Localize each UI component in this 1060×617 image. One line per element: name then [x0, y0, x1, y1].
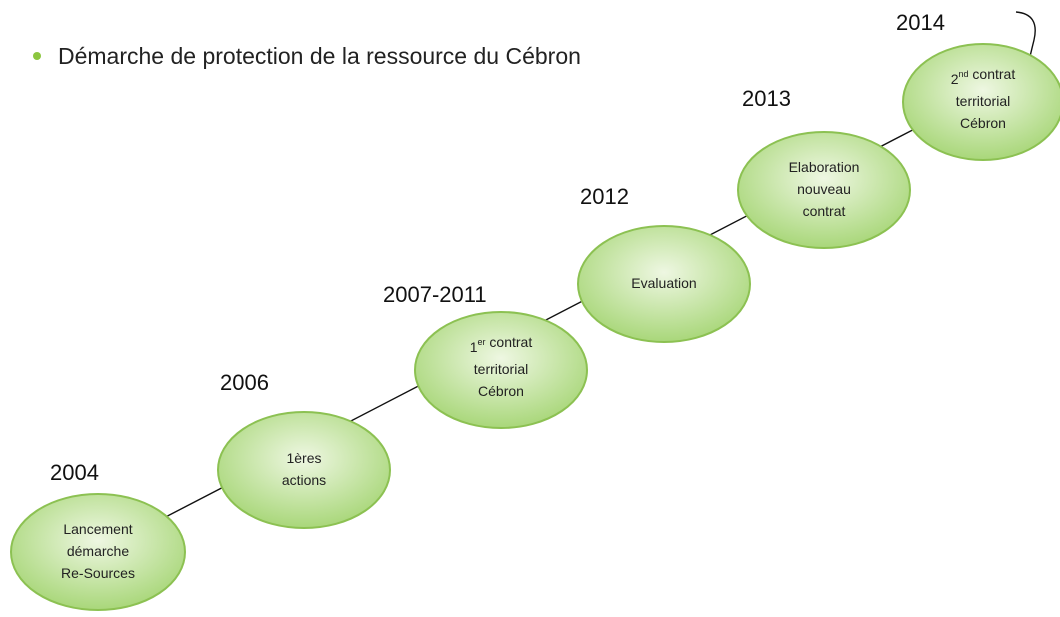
milestone-text: Re-Sources	[61, 565, 135, 581]
milestone-text: 1er contrat	[470, 334, 533, 355]
text-part: territorial	[474, 361, 528, 377]
milestone-text: territorial	[956, 93, 1010, 109]
milestone	[10, 493, 186, 611]
year-label: 2013	[742, 86, 791, 111]
bullet	[33, 52, 41, 60]
text-part: 2	[951, 71, 959, 87]
text-part: Cébron	[960, 115, 1006, 131]
milestone-text: démarche	[67, 543, 129, 559]
text-part: Cébron	[478, 383, 524, 399]
milestone	[217, 411, 391, 529]
milestone-text: Evaluation	[631, 275, 696, 291]
year-label: 2012	[580, 184, 629, 209]
milestone	[414, 311, 588, 429]
milestone-text: 1ères	[286, 450, 321, 466]
text-part: Elaboration	[789, 159, 860, 175]
text-part: 1ères	[286, 450, 321, 466]
text-part: contrat	[969, 66, 1016, 82]
milestone-text: territorial	[474, 361, 528, 377]
text-part: Evaluation	[631, 275, 696, 291]
year-label: 2007-2011	[383, 282, 487, 307]
text-part: démarche	[67, 543, 129, 559]
superscript: er	[478, 337, 486, 347]
superscript: nd	[959, 69, 969, 79]
milestone-text: Lancement	[63, 521, 132, 537]
text-part: actions	[282, 472, 326, 488]
text-part: 1	[470, 339, 478, 355]
milestone-text: nouveau	[797, 181, 851, 197]
milestone	[577, 225, 751, 343]
year-label: 2014	[896, 10, 945, 35]
milestone-text: 2nd contrat	[951, 66, 1016, 87]
milestone-text: Elaboration	[789, 159, 860, 175]
milestone-text: actions	[282, 472, 326, 488]
title: Démarche de protection de la ressource d…	[58, 43, 581, 69]
text-part: contrat	[803, 203, 846, 219]
text-part: territorial	[956, 93, 1010, 109]
milestone-text: Cébron	[960, 115, 1006, 131]
text-part: Re-Sources	[61, 565, 135, 581]
nodes: 2004 Lancement démarche Re-Sources 2006 1ères…	[10, 10, 1060, 611]
milestone-text: contrat	[803, 203, 846, 219]
text-part: Lancement	[63, 521, 132, 537]
text-part: nouveau	[797, 181, 851, 197]
milestone-text: Cébron	[478, 383, 524, 399]
text-part: contrat	[486, 334, 533, 350]
milestone	[737, 131, 911, 249]
milestone	[902, 43, 1060, 161]
year-label: 2006	[220, 370, 269, 395]
year-label: 2004	[50, 460, 99, 485]
